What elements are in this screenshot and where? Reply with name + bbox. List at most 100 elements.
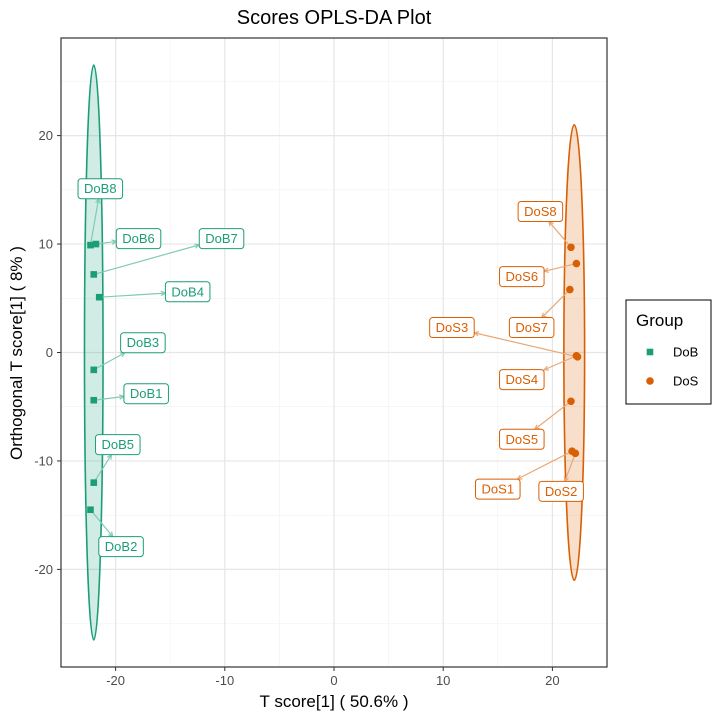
point-label-text: DoS5 [506, 432, 539, 447]
point-labels: DoB1 DoB2 DoB3 DoB4 DoB5 DoB6 DoB7 DoB8 DoS1 DoS2… [77, 178, 584, 558]
point-label-box [164, 281, 211, 303]
point-label-box [499, 428, 545, 450]
ellipse-dos [563, 123, 586, 582]
point-label-box [98, 536, 144, 558]
point-label-dob6: DoB6 [115, 228, 162, 250]
label-connector [93, 454, 112, 483]
point-label-dos7: DoS7 [508, 317, 555, 339]
point-label-dos5: DoS5 [499, 428, 545, 450]
label-arrow [542, 365, 550, 371]
label-connector [93, 352, 126, 371]
point-label-text: DoS7 [515, 320, 548, 335]
point-label-box [198, 228, 245, 250]
point-label-text: DoS8 [524, 204, 557, 219]
point-label-text: DoB4 [171, 284, 204, 299]
label-connector [89, 198, 100, 246]
plot-area: -20 -10 0 10 20-20-1001020DoB1DoB2DoB3DoB4Do… [34, 37, 608, 688]
point-dos5 [567, 397, 575, 406]
point-label-dos3: DoS3 [429, 317, 475, 339]
point-label-dos2: DoS2 [538, 480, 584, 502]
legend-key-dos [646, 377, 654, 385]
point-label-dob5: DoB5 [95, 434, 141, 456]
x-tick-label: -20 [106, 673, 125, 688]
point-dob8 [87, 241, 94, 249]
label-connector [95, 240, 117, 245]
legend-label-dob: DoB [673, 345, 698, 360]
legend-label-dos: DoS [673, 374, 699, 389]
label-connector [564, 453, 576, 482]
point-label-text: DoB1 [130, 386, 163, 401]
point-label-box [77, 178, 124, 200]
point-dos4 [572, 351, 581, 360]
point-label-text: DoS6 [506, 269, 539, 284]
point-dob7 [90, 271, 98, 278]
point-dob2 [87, 506, 94, 514]
point-label-box [538, 480, 584, 502]
chart-title: Scores OPLS-DA Plot [237, 7, 432, 29]
label-connector [474, 332, 578, 358]
legend: Group DoB DoS [625, 299, 712, 405]
point-dob3 [90, 366, 98, 374]
x-tick-label: 10 [436, 673, 450, 688]
point-label-text: DoB2 [105, 539, 138, 554]
point-label-box [123, 383, 169, 405]
data-points [87, 240, 582, 514]
ellipse-dob [83, 64, 104, 641]
point-label-text: DoB7 [205, 231, 238, 246]
legend-key-dob [646, 348, 654, 356]
point-dos7 [566, 285, 574, 294]
point-label-dob3: DoB3 [120, 332, 166, 354]
point-label-text: DoB3 [127, 335, 160, 350]
point-label-text: DoS1 [482, 482, 515, 497]
point-label-box [499, 369, 545, 391]
point-label-box [499, 266, 545, 288]
point-label-box [95, 434, 141, 456]
x-tick-label: -10 [215, 673, 234, 688]
point-label-dob1: DoB1 [123, 383, 169, 405]
legend-title: Group [636, 311, 683, 330]
legend-box [625, 299, 712, 405]
point-label-dob8: DoB8 [77, 178, 124, 200]
point-dob1 [90, 396, 98, 404]
y-tick-label: 20 [39, 128, 53, 143]
y-tick-label: 10 [39, 237, 53, 252]
point-label-box [475, 478, 521, 500]
point-dos2 [571, 449, 580, 458]
point-dob4 [95, 293, 103, 301]
point-dos8 [567, 243, 575, 252]
x-tick-label: 0 [330, 673, 337, 688]
point-label-text: DoB8 [84, 181, 117, 196]
point-label-box [429, 317, 475, 339]
point-label-box [120, 332, 166, 354]
point-label-box [508, 317, 555, 339]
label-connector [93, 244, 200, 275]
label-connector [93, 395, 124, 401]
plot-border [60, 37, 608, 668]
point-label-dos1: DoS1 [475, 478, 521, 500]
label-connector [517, 450, 573, 480]
x-tick-label: 20 [545, 673, 559, 688]
y-tick-label: 0 [46, 345, 53, 360]
point-dob6 [92, 240, 100, 248]
label-connector [543, 262, 577, 272]
point-label-dob4: DoB4 [164, 281, 211, 303]
point-dos6 [572, 259, 581, 268]
point-label-dos4: DoS4 [499, 369, 545, 391]
label-connector [99, 292, 166, 298]
y-axis-title: Orthogonal T score[1] ( 8% ) [7, 246, 26, 460]
point-label-dos6: DoS6 [499, 266, 545, 288]
point-label-dob7: DoB7 [198, 228, 245, 250]
label-connector [534, 400, 572, 430]
label-connector [543, 355, 577, 371]
point-label-dos8: DoS8 [517, 201, 564, 223]
point-label-text: DoS2 [545, 484, 578, 499]
label-connector [541, 289, 571, 318]
point-label-text: DoS3 [436, 320, 469, 335]
label-connector [90, 509, 114, 538]
point-label-box [115, 228, 162, 250]
point-label-text: DoB6 [122, 231, 155, 246]
point-label-box [517, 201, 564, 223]
y-tick-label: -20 [34, 562, 53, 577]
